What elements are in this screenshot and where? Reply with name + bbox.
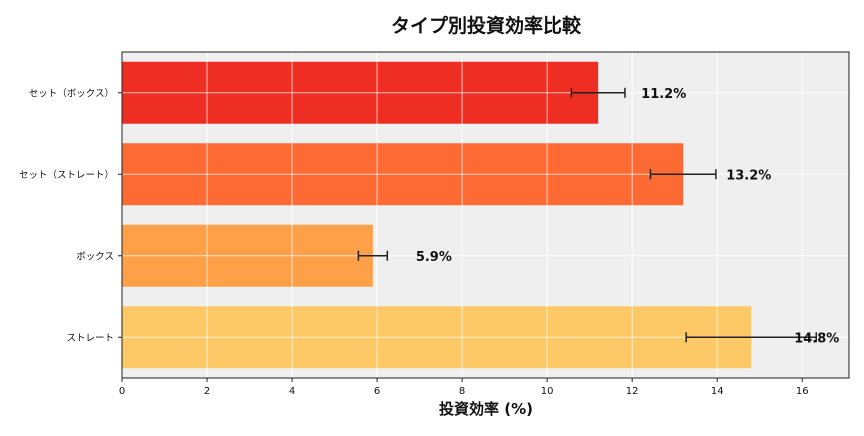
data-label: 11.2% [641,87,686,102]
x-tick-label: 12 [626,386,639,397]
plot-frame [121,51,850,379]
y-tick-label: セット（ボックス） [29,87,114,99]
x-tick-label: 2 [204,386,210,397]
y-tick-label: ストレート [66,333,114,344]
x-tick-label: 10 [541,386,554,397]
data-label: 14.8% [794,331,839,346]
x-tick-label: 14 [711,386,724,397]
x-tick-label: 6 [374,386,380,397]
data-label: 13.2% [726,168,771,183]
x-tick-label: 0 [119,386,125,397]
x-axis-label: 投資効率 (%) [439,400,533,418]
x-tick-label: 4 [289,386,295,397]
data-label: 5.9% [416,250,452,265]
y-tick-label: セット（ストレート） [19,169,114,181]
x-tick-label: 8 [459,386,465,397]
y-tick-label: ボックス [76,251,114,262]
x-tick-label: 16 [796,386,809,397]
chart-title: タイプ別投資効率比較 [391,14,582,37]
